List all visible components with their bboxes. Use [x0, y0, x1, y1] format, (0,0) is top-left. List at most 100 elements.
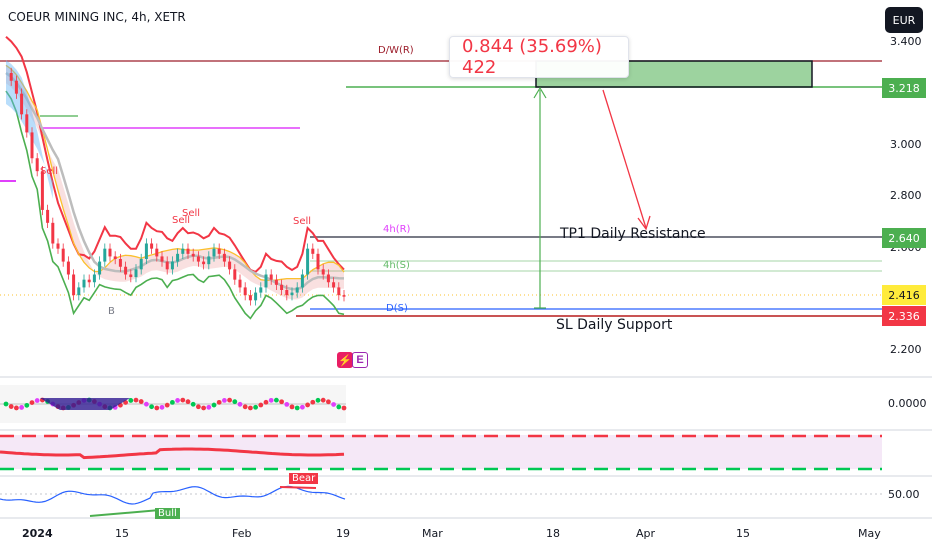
candle-body [300, 274, 304, 288]
indicator1-dot [248, 405, 253, 411]
indicator1-dot [320, 397, 326, 403]
label-4h-s: 4h(S) [383, 260, 410, 271]
indicator1-dot [149, 404, 155, 410]
candle-body [61, 248, 65, 262]
indicator1-dot [263, 399, 269, 405]
indicator1-dot [196, 404, 201, 410]
tp1-label: TP1 Daily Resistance [560, 226, 706, 242]
indicator1-dot [336, 404, 342, 410]
candle-body [217, 248, 221, 254]
candle-body [77, 287, 81, 296]
candle-body [98, 261, 102, 275]
indicator3-line [0, 485, 346, 505]
badge-sl: 2.336 [882, 306, 926, 326]
candle-body [274, 279, 278, 285]
indicator1-dot [284, 402, 290, 407]
bear-divergence [279, 486, 317, 489]
indicator1-dot [34, 398, 40, 403]
time-tick: Apr [636, 527, 656, 540]
candle-body [243, 287, 247, 296]
candle-body [56, 243, 60, 249]
indicator2-line [0, 447, 345, 460]
time-tick: Feb [232, 527, 252, 540]
flash-icon[interactable]: ⚡ [337, 352, 353, 368]
candle-body [337, 287, 341, 296]
measure-label: 0.844 (35.69%) 422 [449, 36, 629, 78]
candle-body [66, 261, 70, 275]
earnings-icon[interactable]: E [352, 352, 368, 368]
indicator1-dot [300, 404, 305, 410]
label-dw: D/W(R) [378, 45, 414, 56]
label-d-s: D(S) [386, 303, 408, 314]
candle-body [202, 261, 206, 265]
candle-body [248, 295, 252, 301]
candle-body [264, 274, 268, 288]
indicator1-dot [175, 398, 181, 403]
buy-mark: B [108, 306, 115, 317]
indicator1-dot [19, 405, 24, 410]
indicator1-dot [133, 397, 139, 403]
indicator1-dot [310, 399, 316, 405]
candle-body [280, 284, 284, 290]
indicator1-dot [341, 405, 347, 411]
candle-body [87, 279, 91, 283]
price-tick: 2.200 [890, 343, 922, 356]
indicator1-histogram [40, 398, 130, 410]
candle-body [342, 295, 346, 297]
candle-body [144, 243, 148, 259]
bull-label: Bull [155, 508, 180, 519]
candle-body [118, 259, 122, 267]
candle-body [306, 248, 310, 275]
candle-body [285, 290, 289, 296]
ma-grey [5, 72, 345, 291]
candle-body [129, 274, 133, 278]
indicator1-dot [211, 402, 217, 408]
badge-4h-r: 2.640 [882, 228, 926, 248]
candle-body [212, 248, 216, 257]
indicator1-dot [144, 401, 149, 407]
indicator1-dot [305, 402, 310, 408]
indicator1-dot [315, 397, 321, 403]
candle-body [254, 292, 258, 301]
label-4h-r: 4h(R) [383, 224, 411, 235]
time-tick: 15 [736, 527, 750, 540]
indicator1-dot [24, 402, 30, 408]
early-cloud [6, 60, 53, 199]
measure-arrow-up [533, 86, 547, 99]
currency-button[interactable]: EUR [885, 7, 923, 33]
symbol-title[interactable]: COEUR MINING INC, 4h, XETR [8, 10, 186, 24]
time-tick: Mar [422, 527, 443, 540]
bear-label: Bear [289, 473, 319, 484]
ma-cloud [6, 65, 344, 300]
candle-body [311, 248, 315, 254]
indicator1-dot [326, 399, 331, 405]
candle-body [134, 269, 138, 278]
candle-body [165, 261, 169, 270]
candle-body [14, 80, 18, 94]
indicator1-dot [8, 404, 14, 409]
candle-body [207, 256, 211, 265]
candle-body [124, 266, 128, 275]
indicator1-dot [29, 400, 35, 405]
candle-body [139, 259, 143, 270]
candle-body [196, 256, 200, 262]
sell-mark: Sell [182, 208, 201, 219]
indicator1-dot [268, 397, 274, 403]
price-tick: 3.000 [890, 138, 922, 151]
upper-envelope [5, 36, 345, 274]
indicator1-dot [279, 399, 284, 405]
candle-body [103, 248, 107, 262]
time-tick: 15 [115, 527, 129, 540]
lower-envelope [5, 90, 345, 320]
candle-body [25, 114, 29, 133]
projection-arrow [602, 89, 647, 229]
indicator1-dot [294, 405, 300, 411]
candle-body [181, 248, 185, 254]
bull-divergence [89, 509, 161, 517]
candle-body [316, 253, 320, 270]
indicator1-dot [154, 405, 160, 411]
candle-body [92, 274, 96, 283]
candle-body [191, 253, 195, 257]
candle-body [233, 269, 237, 280]
